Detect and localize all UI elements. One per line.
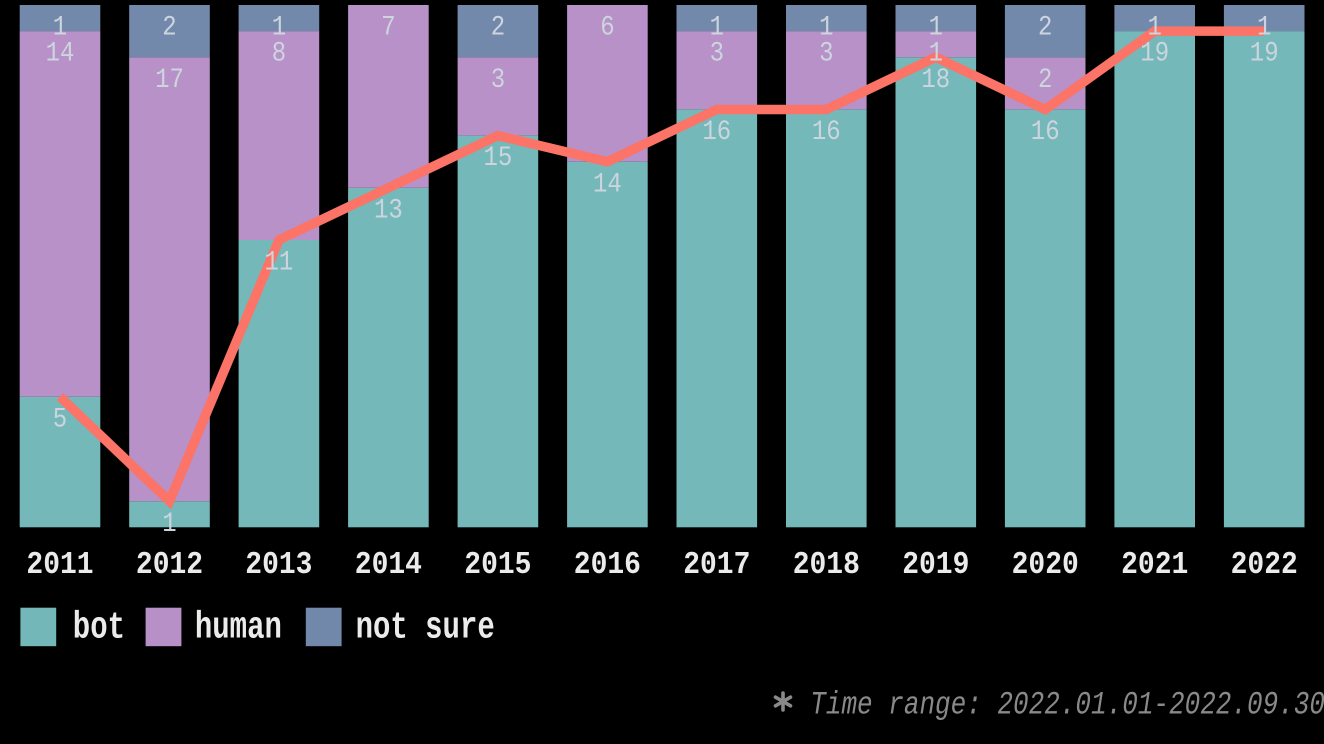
svg-text:2017: 2017 — [683, 547, 750, 583]
svg-text:17: 17 — [155, 63, 184, 95]
svg-text:3: 3 — [819, 37, 833, 69]
svg-text:2011: 2011 — [26, 547, 93, 583]
svg-text:1: 1 — [53, 11, 67, 43]
svg-text:2022: 2022 — [1231, 547, 1298, 583]
svg-text:3: 3 — [710, 37, 724, 69]
svg-text:2014: 2014 — [355, 547, 422, 583]
svg-text:14: 14 — [46, 37, 75, 69]
svg-text:2019: 2019 — [902, 547, 969, 583]
svg-text:2015: 2015 — [464, 547, 531, 583]
svg-text:1: 1 — [162, 507, 176, 539]
svg-text:2: 2 — [491, 11, 505, 43]
svg-text:18: 18 — [921, 63, 950, 95]
svg-text:7: 7 — [381, 11, 395, 43]
svg-text:1: 1 — [929, 11, 943, 43]
svg-text:human: human — [195, 607, 282, 650]
svg-text:5: 5 — [53, 403, 67, 435]
svg-text:6: 6 — [600, 11, 614, 43]
svg-text:2: 2 — [1038, 11, 1052, 43]
svg-text:2020: 2020 — [1012, 547, 1079, 583]
svg-text:19: 19 — [1140, 37, 1169, 69]
svg-text:1: 1 — [819, 11, 833, 43]
svg-text:3: 3 — [491, 63, 505, 95]
svg-text:not sure: not sure — [356, 607, 495, 650]
svg-text:2018: 2018 — [793, 547, 860, 583]
svg-text:2: 2 — [162, 11, 176, 43]
svg-text:16: 16 — [702, 115, 731, 147]
svg-text:1: 1 — [1148, 11, 1162, 43]
svg-text:14: 14 — [593, 168, 622, 200]
svg-text:1: 1 — [272, 11, 286, 43]
svg-text:13: 13 — [374, 194, 403, 226]
svg-text:bot: bot — [73, 607, 125, 650]
svg-text:2: 2 — [1038, 63, 1052, 95]
svg-text:19: 19 — [1250, 37, 1279, 69]
svg-text:11: 11 — [265, 246, 294, 278]
svg-text:2016: 2016 — [574, 547, 641, 583]
svg-text:2012: 2012 — [136, 547, 203, 583]
svg-text:Time range: 2022.01.01-2022.09: Time range: 2022.01.01-2022.09.30 — [810, 686, 1324, 724]
svg-text:16: 16 — [1031, 115, 1060, 147]
svg-text:1: 1 — [710, 11, 724, 43]
svg-text:15: 15 — [484, 142, 513, 174]
svg-text:8: 8 — [272, 37, 286, 69]
svg-text:1: 1 — [929, 37, 943, 69]
svg-text:16: 16 — [812, 115, 841, 147]
svg-text:1: 1 — [1257, 11, 1271, 43]
svg-text:2021: 2021 — [1121, 547, 1188, 583]
svg-text:2013: 2013 — [245, 547, 312, 583]
